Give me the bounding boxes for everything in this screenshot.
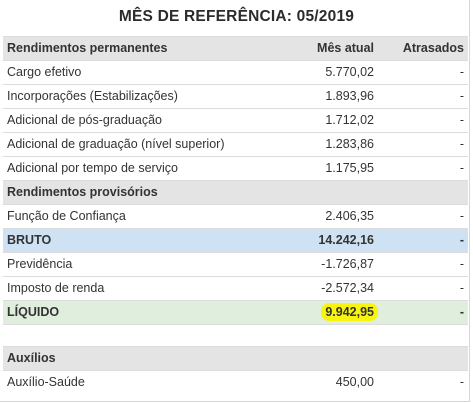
row-value: -1.726,87	[321, 257, 374, 271]
row-label: Previdência	[7, 257, 73, 271]
row-label: Auxílio-Saúde	[7, 375, 85, 389]
row-late: -	[459, 65, 464, 79]
row-label: Cargo efetivo	[7, 65, 82, 79]
spacer-row	[3, 324, 468, 346]
row-late: -	[459, 375, 464, 389]
table-row: Auxílio-Saúde 450,00 -	[3, 370, 468, 394]
header-col-late: Atrasados	[402, 41, 464, 55]
row-late: -	[459, 281, 464, 295]
row-value: 1.893,96	[325, 89, 374, 103]
section-auxilios: Auxílios	[3, 346, 468, 370]
row-value: 2.406,35	[325, 209, 374, 223]
bruto-row: BRUTO 14.242,16 -	[3, 228, 468, 252]
table-row: Função de Confiança 2.406,35 -	[3, 204, 468, 228]
page-title: MÊS DE REFERÊNCIA: 05/2019	[118, 8, 355, 25]
header-col-current: Mês atual	[317, 41, 374, 55]
liquido-value-cell: 9.942,95	[321, 301, 378, 324]
row-late: -	[459, 113, 464, 127]
row-label: Adicional de pós-graduação	[7, 113, 162, 127]
row-label: Adicional de graduação (nível superior)	[7, 137, 225, 151]
row-label: Adicional por tempo de serviço	[7, 161, 178, 175]
row-value: 1.712,02	[325, 113, 374, 127]
row-late: -	[459, 89, 464, 103]
row-label: Função de Confiança	[7, 209, 126, 223]
row-label: Imposto de renda	[7, 281, 105, 295]
row-value: 1.283,86	[325, 137, 374, 151]
row-late: -	[459, 209, 464, 223]
liquido-late: -	[459, 305, 464, 319]
header-row: Rendimentos permanentes Mês atual Atrasa…	[3, 36, 468, 60]
row-value: 1.175,95	[325, 161, 374, 175]
bruto-label: BRUTO	[7, 233, 52, 247]
row-value: -2.572,34	[321, 281, 374, 295]
liquido-label: LÍQUIDO	[7, 305, 60, 319]
section-title: Rendimentos provisórios	[7, 185, 158, 199]
table-row: Previdência -1.726,87 -	[3, 252, 468, 276]
section-provisorios: Rendimentos provisórios	[3, 180, 468, 204]
header-col-label: Rendimentos permanentes	[7, 41, 168, 55]
table-row: Cargo efetivo 5.770,02 -	[3, 60, 468, 84]
bruto-late: -	[459, 233, 464, 247]
table-row: Incorporações (Estabilizações) 1.893,96 …	[3, 84, 468, 108]
row-late: -	[459, 161, 464, 175]
section-title: Auxílios	[7, 351, 56, 365]
table-row: Adicional de graduação (nível superior) …	[3, 132, 468, 156]
row-late: -	[459, 137, 464, 151]
bruto-value: 14.242,16	[318, 233, 374, 247]
table-row: Adicional por tempo de serviço 1.175,95 …	[3, 156, 468, 180]
row-late: -	[459, 257, 464, 271]
row-value: 5.770,02	[325, 65, 374, 79]
table-row: Imposto de renda -2.572,34 -	[3, 276, 468, 300]
liquido-value-highlight: 9.942,95	[321, 303, 378, 321]
liquido-row: LÍQUIDO 9.942,95 -	[3, 300, 468, 324]
row-value: 450,00	[335, 375, 374, 389]
salary-table: Rendimentos permanentes Mês atual Atrasa…	[3, 36, 468, 394]
row-label: Incorporações (Estabilizações)	[7, 89, 178, 103]
table-row: Adicional de pós-graduação 1.712,02 -	[3, 108, 468, 132]
